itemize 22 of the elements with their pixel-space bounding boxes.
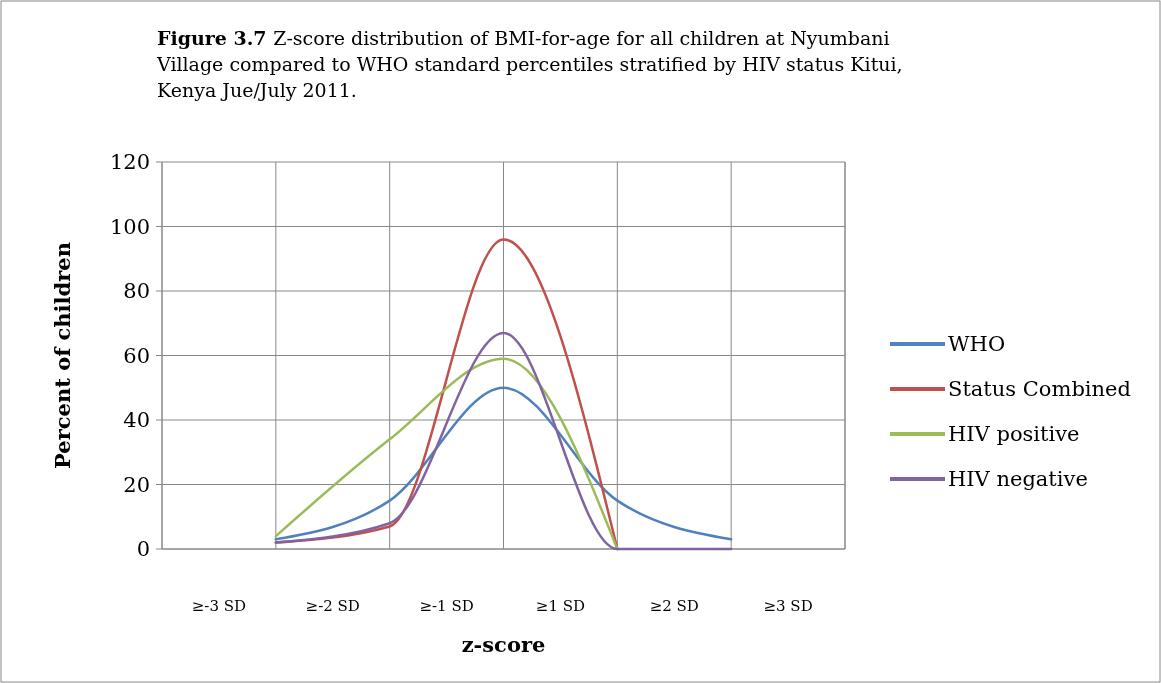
legend-label: WHO <box>948 332 1006 357</box>
x-tick-label: ≥2 SD <box>649 597 699 615</box>
x-tick-label: ≥3 SD <box>763 597 813 615</box>
y-axis-title: Percent of children <box>50 242 75 469</box>
legend-label: HIV positive <box>948 422 1080 447</box>
chart-title: Figure 3.7 Z-score distribution of BMI-for-age for all children at Nyumbani Village compared to WHO standard percentiles stratified by HIV status Kitui, Kenya Jue/July 2011. <box>157 27 903 101</box>
y-tick-label: 60 <box>123 343 150 368</box>
line-series <box>274 357 619 551</box>
y-tick-label: 80 <box>123 279 150 304</box>
y-tick-label: 100 <box>109 214 150 239</box>
x-tick-label: ≥-1 SD <box>419 597 474 615</box>
x-axis-title: z-score <box>461 632 546 657</box>
y-tick-label: 40 <box>123 408 150 433</box>
x-tick-label: ≥-2 SD <box>305 597 360 615</box>
y-tick-label: 120 <box>109 150 150 175</box>
legend-label: HIV negative <box>948 467 1088 492</box>
y-tick-label: 20 <box>123 472 150 497</box>
x-tick-label: ≥-3 SD <box>191 597 247 615</box>
x-tick-label: ≥1 SD <box>535 597 586 615</box>
legend-label: Status Combined <box>948 377 1131 402</box>
line-series <box>274 331 733 551</box>
y-tick-label: 0 <box>136 537 150 562</box>
